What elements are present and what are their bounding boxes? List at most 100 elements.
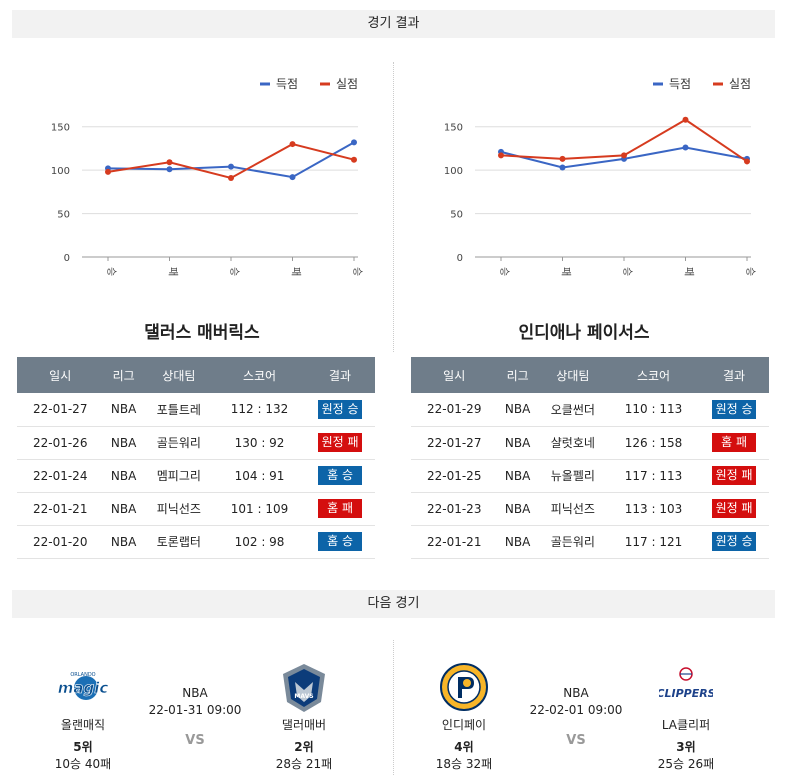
svg-text:MAVS: MAVS (294, 693, 313, 700)
team-title-indiana: 인디애나 페이서스 (518, 323, 650, 343)
team-title-dallas: 댈러스 매버릭스 (144, 323, 260, 343)
x-tick-label: 승 (621, 267, 633, 276)
next-game-2-away[interactable]: CLIPPERS LA클리퍼 3위 25승 26패 (636, 660, 736, 772)
series-1-point[interactable] (105, 168, 111, 175)
table-row[interactable]: 22-01-29 NBA 오클썬더 110 : 113 원정 승 (411, 393, 769, 427)
series-1-point[interactable] (228, 174, 234, 181)
cell-result: 원정 패 (699, 492, 769, 526)
x-tick-label: 패 (167, 267, 179, 276)
x-tick-label: 승 (105, 267, 117, 276)
series-0-point[interactable] (166, 166, 173, 173)
x-tick-label: 패 (560, 267, 572, 276)
series-1-point[interactable] (682, 116, 689, 123)
legend-label-1: 실점 (336, 77, 358, 91)
cell-score: 112 : 132 (213, 393, 306, 427)
column-header-opponent: 상대팀 (537, 357, 608, 393)
series-0-point[interactable] (682, 144, 689, 151)
table-row[interactable]: 22-01-24 NBA 멤피그리 104 : 91 홈 승 (17, 459, 375, 493)
cell-date: 22-01-26 (17, 426, 104, 460)
series-1-point[interactable] (166, 159, 173, 166)
x-tick-label: 패 (683, 267, 695, 276)
table-header-row: 일시 리그 상대팀 스코어 결과 (411, 357, 769, 393)
cell-result: 홈 승 (305, 459, 375, 493)
results-table-indiana: 일시 리그 상대팀 스코어 결과 22-01-29 NBA 오클썬더 110 : 113 원정 승… (411, 357, 769, 559)
legend-label-0: 득점 (669, 77, 691, 91)
cell-score: 102 : 98 (213, 525, 306, 559)
result-badge: 홈 승 (318, 532, 363, 551)
series-line-0 (107, 141, 355, 179)
x-tick-label: 승 (498, 267, 510, 276)
cell-opponent: 토론랩터 (143, 525, 214, 559)
next-divider (393, 640, 394, 775)
series-1-point[interactable] (559, 155, 566, 162)
result-badge: 원정 승 (318, 399, 363, 419)
vs-label: VS (566, 733, 586, 748)
table-row[interactable]: 22-01-27 NBA 포틀트레 112 : 132 원정 승 (17, 393, 375, 427)
cell-opponent: 샬럿호네 (537, 426, 608, 460)
svg-text:CLIPPERS: CLIPPERS (659, 687, 713, 700)
cell-score: 117 : 113 (607, 459, 700, 493)
series-1-point[interactable] (351, 156, 357, 163)
cell-opponent: 멤피그리 (143, 459, 214, 493)
team-record: 28승 21패 (275, 757, 333, 771)
results-section-title: 경기 결과 (12, 10, 775, 38)
cell-date: 22-01-21 (411, 525, 498, 559)
next-game-1-info: NBA 22-01-31 09:00 (140, 686, 250, 717)
table-row[interactable]: 22-01-21 NBA 피닉선즈 101 : 109 홈 패 (17, 492, 375, 526)
cell-result: 홈 승 (305, 525, 375, 559)
next-game-1-home[interactable]: magic ORLANDO 올랜매직 5위 10승 40패 (33, 660, 133, 772)
next-game-league: NBA (563, 686, 589, 700)
series-1-point[interactable] (744, 158, 750, 165)
cell-result: 원정 패 (699, 459, 769, 493)
next-game-2-home[interactable]: 인디페이 4위 18승 32패 (414, 660, 514, 772)
cell-result: 홈 패 (699, 426, 769, 460)
legend-label-0: 득점 (276, 77, 298, 91)
mavericks-logo-icon: MAVS (277, 660, 331, 714)
vs-label: VS (185, 733, 205, 748)
chart-legend: 득점 실점 (260, 77, 358, 91)
cell-opponent: 골든워리 (537, 525, 608, 559)
cell-score: 113 : 103 (607, 492, 700, 526)
cell-league: NBA (497, 426, 538, 460)
clippers-logo-icon: CLIPPERS (656, 660, 716, 714)
table-row[interactable]: 22-01-21 NBA 골든워리 117 : 121 원정 승 (411, 525, 769, 559)
next-game-datetime: 22-01-31 09:00 (148, 703, 242, 717)
column-header-date: 일시 (411, 357, 498, 393)
table-row[interactable]: 22-01-20 NBA 토론랩터 102 : 98 홈 승 (17, 525, 375, 559)
result-badge: 홈 패 (712, 433, 757, 452)
table-row[interactable]: 22-01-25 NBA 뉴올펠리 117 : 113 원정 패 (411, 459, 769, 493)
cell-opponent: 피닉선즈 (143, 492, 214, 526)
cell-score: 126 : 158 (607, 426, 700, 460)
cell-league: NBA (497, 459, 538, 493)
series-1-point[interactable] (498, 152, 504, 159)
team-name: 댈러매버 (281, 718, 327, 732)
series-0-point[interactable] (351, 139, 357, 146)
series-0-point[interactable] (228, 163, 234, 170)
column-header-result: 결과 (305, 357, 375, 393)
chart-indiana: 득점 실점 0 50 100 150 승 패 승 패 승 (444, 77, 756, 276)
chart-legend: 득점 실점 (653, 77, 751, 91)
result-badge: 홈 패 (318, 499, 363, 518)
cell-date: 22-01-20 (17, 525, 104, 559)
table-row[interactable]: 22-01-26 NBA 골든워리 130 : 92 원정 패 (17, 426, 375, 460)
x-tick-label: 승 (351, 267, 363, 276)
cell-league: NBA (497, 393, 538, 427)
series-0-point[interactable] (289, 174, 296, 181)
result-badge: 원정 패 (318, 433, 363, 452)
cell-score: 104 : 91 (213, 459, 306, 493)
next-game-datetime: 22-02-01 09:00 (529, 703, 623, 717)
cell-league: NBA (103, 426, 144, 460)
cell-date: 22-01-25 (411, 459, 498, 493)
cell-result: 원정 패 (305, 426, 375, 460)
cell-score: 117 : 121 (607, 525, 700, 559)
table-row[interactable]: 22-01-27 NBA 샬럿호네 126 : 158 홈 패 (411, 426, 769, 460)
table-row[interactable]: 22-01-23 NBA 피닉선즈 113 : 103 원정 패 (411, 492, 769, 526)
cell-league: NBA (103, 393, 144, 427)
table-header-row: 일시 리그 상대팀 스코어 결과 (17, 357, 375, 393)
next-game-1-away[interactable]: MAVS 댈러매버 2위 28승 21패 (254, 660, 354, 772)
series-1-point[interactable] (289, 141, 296, 148)
series-1-point[interactable] (621, 152, 627, 159)
cell-result: 원정 승 (699, 393, 769, 427)
series-0-point[interactable] (559, 164, 566, 171)
team-record: 18승 32패 (435, 757, 493, 771)
